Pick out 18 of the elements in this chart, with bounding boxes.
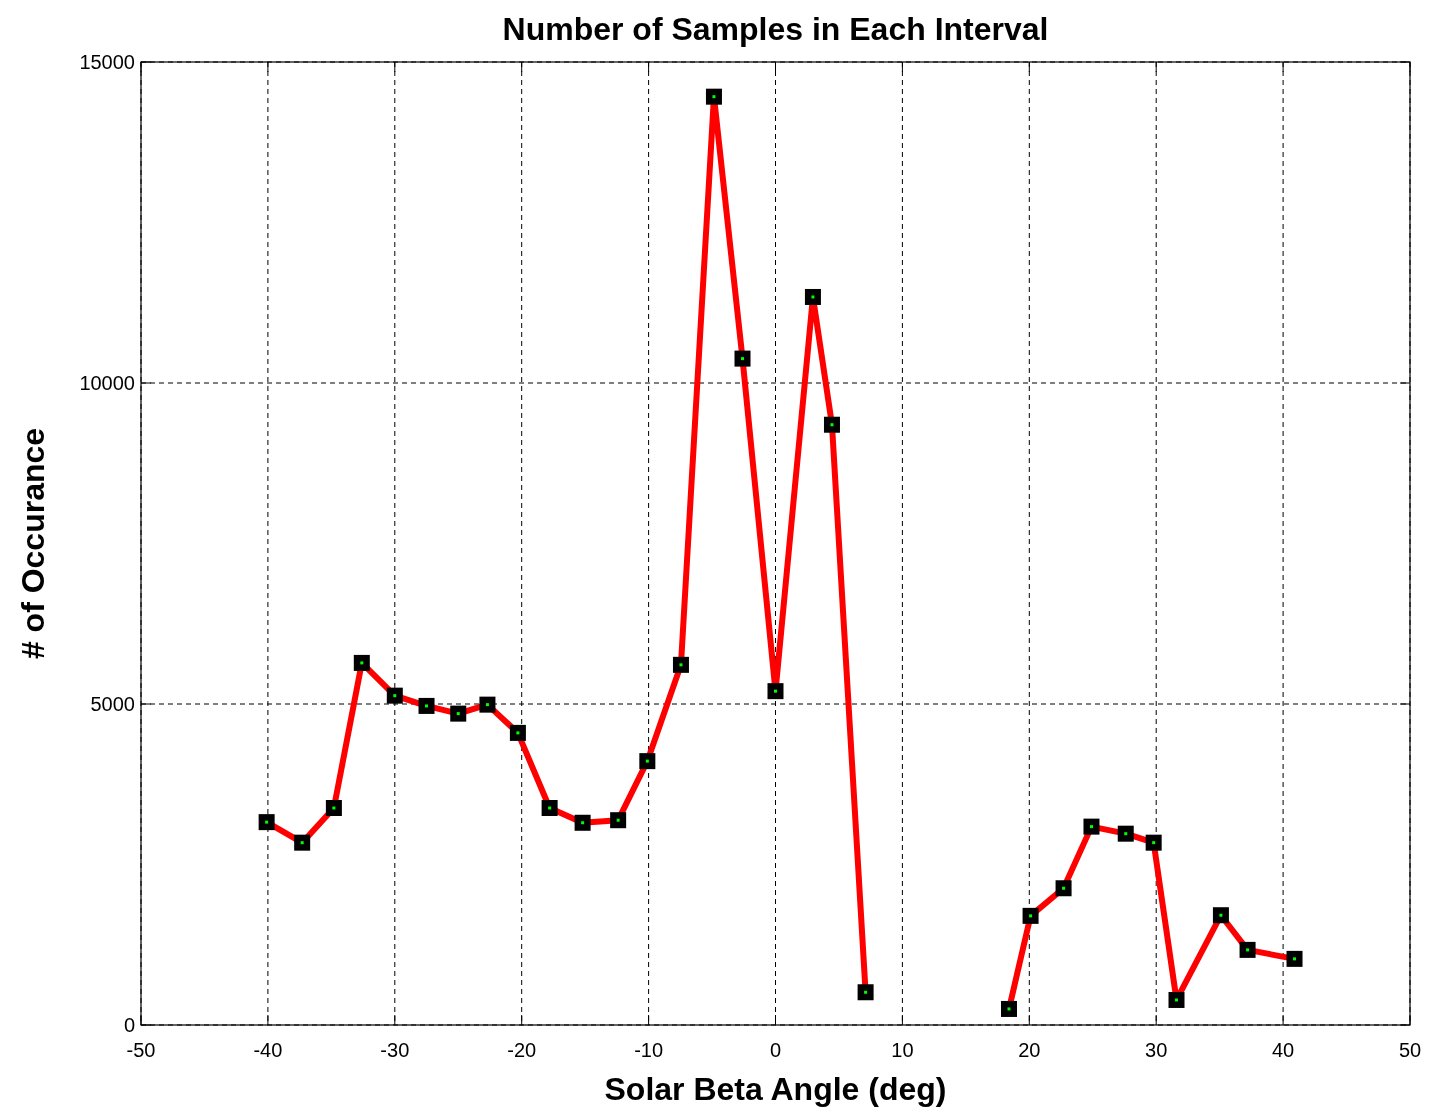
x-tick-label: 10 <box>891 1039 914 1061</box>
x-tick-label: 30 <box>1145 1039 1168 1061</box>
y-axis-title: # of Occurance <box>15 427 51 660</box>
chart-title: Number of Samples in Each Interval <box>502 11 1049 47</box>
x-tick-label: -10 <box>634 1039 664 1061</box>
x-tick-label: 0 <box>769 1039 782 1061</box>
y-tick-label: 0 <box>123 1014 135 1036</box>
x-tick-label: 50 <box>1398 1039 1422 1061</box>
y-tick-label: 10000 <box>79 372 135 394</box>
x-tick-label: 20 <box>1018 1039 1041 1061</box>
x-tick-label: -20 <box>507 1039 537 1061</box>
x-tick-label: -30 <box>380 1039 410 1061</box>
x-axis-title: Solar Beta Angle (deg) <box>604 1071 947 1107</box>
x-tick-label: -40 <box>253 1039 283 1061</box>
x-tick-label: 40 <box>1271 1039 1295 1061</box>
y-tick-label: 5000 <box>90 693 135 715</box>
y-tick-label: 15000 <box>79 51 135 73</box>
x-tick-label: -50 <box>126 1039 156 1061</box>
